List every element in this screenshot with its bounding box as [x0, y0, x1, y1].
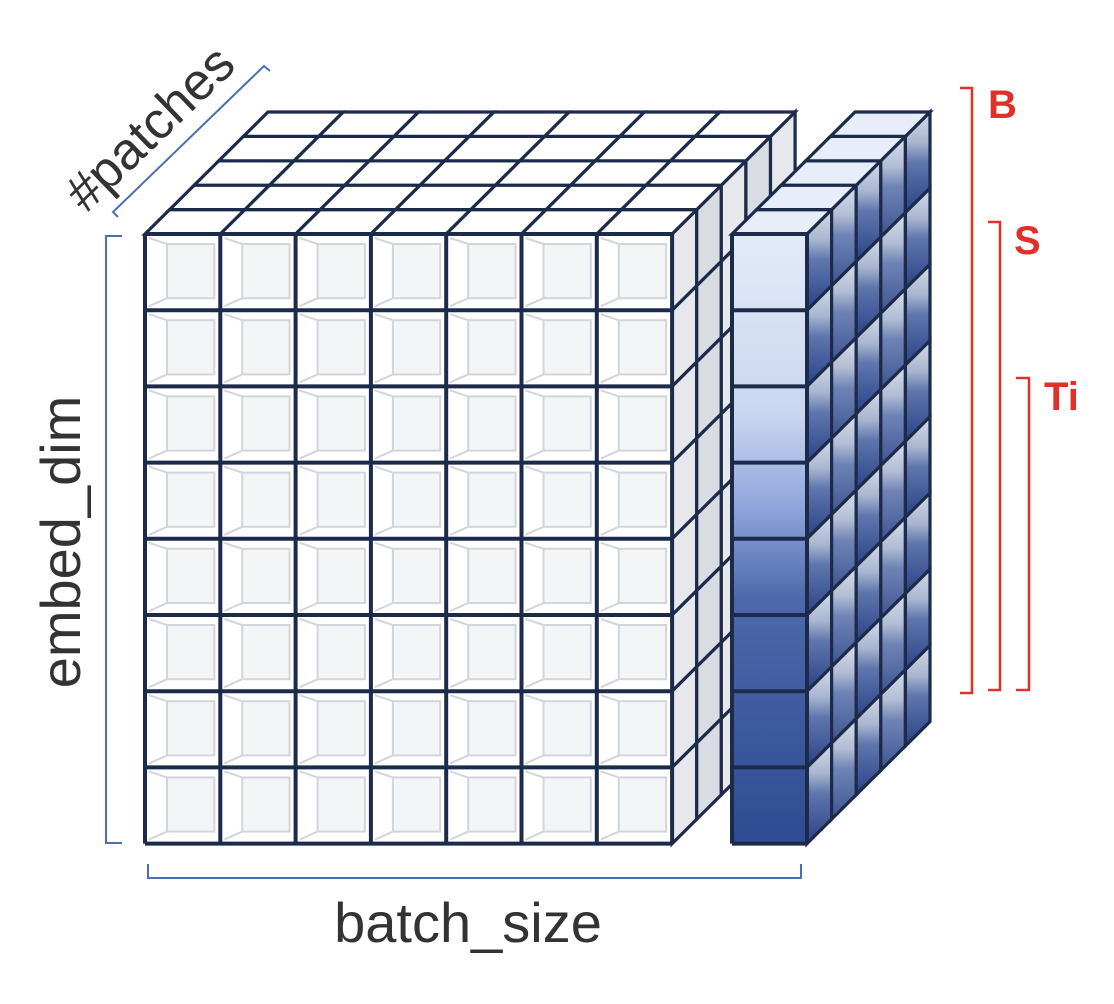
- cube-cell: [370, 462, 447, 539]
- cube-cell: [295, 386, 371, 463]
- cube-cell: [596, 538, 673, 615]
- cube-cell: [370, 386, 447, 463]
- cube-cell: [370, 538, 447, 615]
- cube-cell: [370, 310, 447, 387]
- cube-cell: [446, 615, 522, 692]
- cube-cell: [446, 462, 522, 539]
- cube-cell: [295, 615, 371, 692]
- batch-size-label: batch_size: [334, 891, 602, 954]
- cube-cell: [370, 691, 447, 768]
- cube-cell: [295, 462, 371, 539]
- cube-cell: [596, 234, 673, 311]
- cube-cell: [220, 615, 296, 692]
- cube-cell: [521, 691, 597, 768]
- embed-dim-bracket: [105, 235, 122, 844]
- cube-cell: [370, 234, 447, 311]
- cube-cell: [145, 234, 221, 311]
- cube-cell: [220, 310, 296, 387]
- bracket-S: [988, 220, 1002, 692]
- cube-cell: [145, 462, 221, 539]
- cube-cell: [596, 691, 673, 768]
- cube-cell: [521, 310, 597, 387]
- cube-cell: [370, 767, 447, 844]
- cube-cell: [220, 767, 296, 844]
- cube-cell: [220, 462, 296, 539]
- bracket-Ti: [1016, 376, 1031, 692]
- cube-cell: [596, 767, 673, 844]
- cube-cell: [295, 234, 371, 311]
- cube-cell: [446, 310, 522, 387]
- cube-cell: [220, 691, 296, 768]
- cube-cell: [295, 767, 371, 844]
- highlighted-batch-slice: [728, 108, 934, 848]
- cube-cell: [446, 767, 522, 844]
- slice-top-face: [826, 110, 934, 138]
- cube-cell: [521, 234, 597, 311]
- embed-dim-label: embed_dim: [29, 396, 92, 689]
- cube-cell: [446, 691, 522, 768]
- cube-cell: [596, 615, 673, 692]
- cube-cell: [145, 538, 221, 615]
- cube-cell: [521, 615, 597, 692]
- cube-cell: [521, 767, 597, 844]
- cube-cell: [145, 767, 221, 844]
- cube-cell: [521, 386, 597, 463]
- cube-cell: [596, 462, 673, 539]
- cube-cell: [521, 538, 597, 615]
- label-Ti: Ti: [1044, 375, 1079, 419]
- cube-cell: [446, 386, 522, 463]
- cube-cell: [220, 386, 296, 463]
- cube-cell: [295, 691, 371, 768]
- cube-cell: [220, 234, 296, 311]
- main-tensor-block: [141, 108, 799, 848]
- label-S: S: [1014, 219, 1041, 263]
- cube-cell: [145, 386, 221, 463]
- label-B: B: [988, 83, 1017, 127]
- cube-cell: [145, 310, 221, 387]
- cube-cell: [596, 386, 673, 463]
- cube-cell: [145, 691, 221, 768]
- cube-cell: [596, 310, 673, 387]
- cube-cell: [446, 234, 522, 311]
- cube-cell: [370, 615, 447, 692]
- slice-side-face: [903, 641, 932, 750]
- cube-cell: [521, 462, 597, 539]
- cube-top-face: [691, 110, 799, 138]
- cube-cell: [295, 538, 371, 615]
- bracket-B: [960, 86, 974, 695]
- cube-cell: [145, 615, 221, 692]
- patches-bracket: [111, 64, 271, 218]
- cube-cell: [446, 538, 522, 615]
- cube-cell: [220, 538, 296, 615]
- cube-cell: [295, 310, 371, 387]
- batch-size-bracket: [147, 864, 802, 879]
